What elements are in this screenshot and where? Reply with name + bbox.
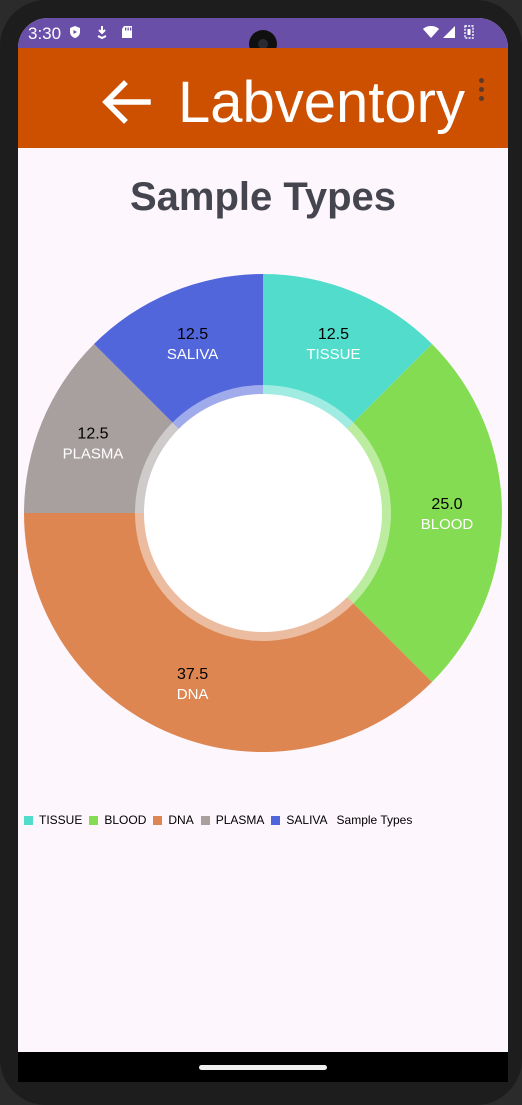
slice-value-label: 12.5: [77, 426, 108, 443]
legend-item-tissue: TISSUE: [24, 813, 82, 827]
legend-item-plasma: PLASMA: [200, 813, 265, 827]
slice-highlight-ring: [135, 513, 354, 641]
slice-value-label: 25.0: [431, 496, 462, 513]
slice-saliva[interactable]: [94, 274, 263, 429]
slice-category-label: TISSUE: [306, 346, 360, 363]
play-protect-icon: [70, 26, 80, 38]
donut-hole: [144, 394, 382, 632]
donut-chart[interactable]: 12.5 TISSUE 25.0 BLOOD 37.5 DNA 12.5 PLASMA 12.5…: [18, 268, 508, 758]
slice-highlight-ring: [172, 385, 263, 429]
slice-blood[interactable]: [347, 344, 503, 682]
legend-item-dna: DNA: [153, 813, 194, 827]
legend-swatch: [24, 815, 33, 825]
slice-highlight-ring: [263, 385, 354, 429]
slice-highlight-ring: [347, 422, 391, 604]
slice-value-label: 37.5: [177, 666, 208, 683]
legend-swatch: [271, 815, 281, 825]
legend-item-saliva: SALIVA: [271, 813, 328, 827]
slice-category-label: BLOOD: [421, 516, 474, 533]
legend-description: Sample Types: [336, 813, 413, 827]
slice-highlight-ring: [135, 422, 179, 513]
back-arrow-icon[interactable]: [98, 78, 154, 126]
slice-dna[interactable]: [24, 513, 432, 752]
legend-swatch: [153, 815, 163, 825]
legend-label: PLASMA: [215, 813, 265, 827]
home-gesture-handle[interactable]: [199, 1065, 327, 1070]
slice-category-label: SALIVA: [167, 346, 218, 363]
slice-value-label: 12.5: [177, 326, 208, 343]
screen: 3:30: [18, 18, 508, 1082]
slice-category-label: PLASMA: [63, 446, 124, 463]
cellular-signal-icon: [443, 26, 455, 38]
legend-label: DNA: [168, 813, 194, 827]
sd-card-icon: [122, 26, 132, 38]
navigation-bar: [18, 1052, 508, 1082]
legend-label: SALIVA: [286, 813, 328, 827]
overflow-menu-icon[interactable]: [474, 78, 488, 106]
download-icon: [97, 26, 107, 39]
battery-saver-icon: [464, 25, 474, 39]
legend-label: TISSUE: [39, 813, 83, 827]
app-bar: Labventory: [18, 48, 508, 148]
slice-category-label: DNA: [177, 686, 209, 703]
legend-item-blood: BLOOD: [89, 813, 146, 827]
legend-label: BLOOD: [104, 813, 147, 827]
status-time: 3:30: [28, 24, 62, 43]
legend-swatch: [89, 815, 99, 825]
slice-tissue[interactable]: [263, 274, 432, 429]
status-bar: 3:30: [18, 18, 508, 58]
chart-title: Sample Types: [129, 175, 397, 219]
app-title: Labventory: [178, 70, 465, 135]
chart-legend: TISSUE BLOOD DNA PLASMA SALIVA Sample Types: [24, 812, 412, 828]
wifi-icon: [423, 26, 439, 38]
legend-swatch: [200, 815, 210, 825]
slice-plasma[interactable]: [24, 344, 179, 513]
slice-value-label: 12.5: [318, 326, 349, 343]
